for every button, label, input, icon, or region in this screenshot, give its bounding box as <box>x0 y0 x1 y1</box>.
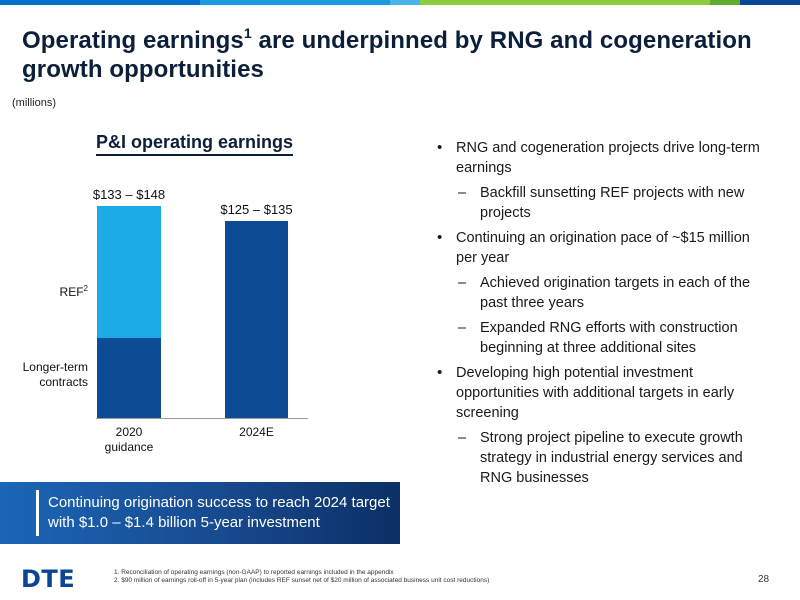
title-footnote-marker: 1 <box>243 25 252 41</box>
footnote-2: 2. $90 million of earnings roll-off in 5… <box>114 577 490 584</box>
sub-bullet-item: Backfill sunsetting REF projects with ne… <box>436 183 772 223</box>
category-label-2020: 2020 guidance <box>104 425 154 454</box>
top-bar-segment <box>420 0 710 5</box>
footnote-1: 1. Reconciliation of operating earnings … <box>114 569 394 576</box>
sub-bullet-item: Expanded RNG efforts with construction b… <box>436 318 772 358</box>
chart-baseline <box>96 418 308 419</box>
top-bar-segment <box>390 0 420 5</box>
bullet-item: RNG and cogeneration projects drive long… <box>436 138 772 178</box>
top-bar-segment <box>710 0 740 5</box>
bar-2020-ref-segment <box>97 205 161 338</box>
top-bar-segment <box>740 0 800 5</box>
bar-2020-range-label: $133 – $148 <box>92 186 166 202</box>
segment-label-ref: REF2 <box>59 283 88 299</box>
bar-2024e-range-label: $125 – $135 <box>220 202 293 218</box>
chart-title: P&I operating earnings <box>96 131 294 156</box>
dte-logo: DTE <box>21 565 76 593</box>
top-color-bar <box>0 0 800 5</box>
top-bar-segment <box>0 0 200 5</box>
bar-2024e-segment <box>225 221 288 418</box>
slide-title: Operating earnings1 are underpinned by R… <box>22 25 752 83</box>
bullet-item: Continuing an origination pace of ~$15 m… <box>436 228 772 268</box>
category-label-2024e: 2024E <box>239 425 274 439</box>
top-bar-segment <box>200 0 390 5</box>
bullet-list: RNG and cogeneration projects drive long… <box>436 138 772 493</box>
bullet-item: Developing high potential investment opp… <box>436 363 772 423</box>
sub-bullet-item: Strong project pipeline to execute growt… <box>436 428 772 488</box>
units-label: (millions) <box>12 97 56 109</box>
callout-text: Continuing origination success to reach … <box>48 494 390 531</box>
footnotes: 1. Reconciliation of operating earnings … <box>114 569 489 585</box>
bar-2020-longterm-segment <box>97 337 161 418</box>
callout-accent-bar <box>36 490 39 536</box>
page-number: 28 <box>758 574 770 585</box>
sub-bullet-item: Achieved origination targets in each of … <box>436 273 772 313</box>
callout-banner: Continuing origination success to reach … <box>0 482 400 544</box>
segment-label-longterm: Longer-term contracts <box>22 359 88 389</box>
